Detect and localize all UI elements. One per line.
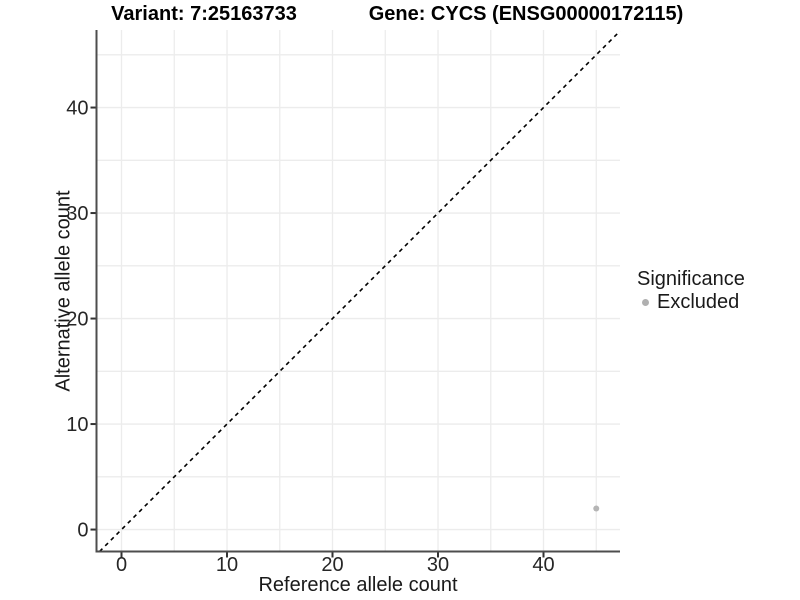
gene-title: Gene: CYCS (ENSG00000172115) [368,3,684,25]
y-tick-label: 0 [77,520,88,542]
legend-item-excluded: Excluded [637,291,745,313]
data-point [593,505,600,512]
y-tick-label: 20 [66,309,88,331]
legend: Significance Excluded [637,268,745,313]
x-tick-label: 30 [427,554,449,576]
x-tick-label: 20 [321,554,343,576]
x-tick-label: 40 [532,554,554,576]
y-tick-label: 40 [66,98,88,120]
y-tick-label: 30 [66,203,88,225]
x-tick-label: 0 [116,554,127,576]
legend-point-icon [642,298,649,306]
legend-item-label: Excluded [657,291,740,313]
x-tick-label: 10 [216,554,238,576]
x-axis-title: Reference allele count [258,574,458,596]
y-tick-label: 10 [66,414,88,436]
identity-dashed-line [98,30,621,553]
legend-title: Significance [637,268,745,290]
variant-title: Variant: 7:25163733 [111,3,297,25]
